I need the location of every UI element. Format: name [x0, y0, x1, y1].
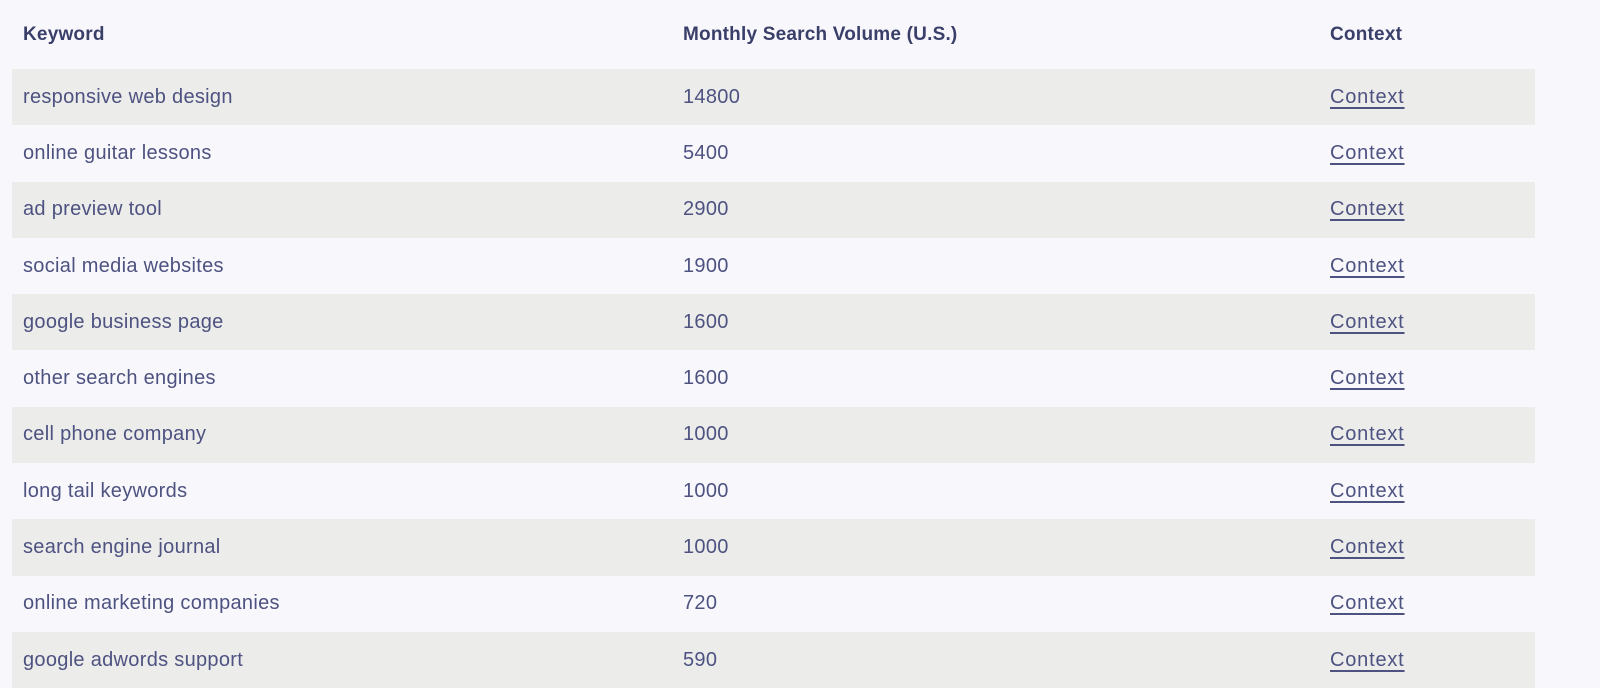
context-link[interactable]: Context [1330, 85, 1405, 108]
keyword-cell: cell phone company [23, 423, 207, 446]
context-link[interactable]: Context [1330, 648, 1405, 671]
keyword-cell: ad preview tool [23, 198, 163, 221]
table-body: responsive web design 14800 Context onli… [12, 69, 1535, 688]
column-header-keyword: Keyword [23, 23, 105, 45]
search-volume-cell: 720 [683, 592, 718, 615]
context-link[interactable]: Context [1330, 423, 1405, 446]
table-row: search engine journal 1000 Context [12, 519, 1535, 576]
keyword-cell: google adwords support [23, 648, 244, 671]
table-row: responsive web design 14800 Context [12, 69, 1535, 126]
context-link[interactable]: Context [1330, 198, 1405, 221]
table-row: long tail keywords 1000 Context [12, 463, 1535, 519]
table-header-row: Keyword Monthly Search Volume (U.S.) Con… [12, 0, 1535, 69]
table-row: google business page 1600 Context [12, 294, 1535, 351]
table-row: social media websites 1900 Context [12, 238, 1535, 294]
column-header-context: Context [1330, 23, 1403, 45]
search-volume-cell: 1000 [683, 423, 729, 446]
keyword-cell: other search engines [23, 367, 216, 390]
context-link[interactable]: Context [1330, 479, 1405, 502]
table-row: cell phone company 1000 Context [12, 406, 1535, 464]
context-link[interactable]: Context [1330, 310, 1405, 333]
search-volume-cell: 1600 [683, 367, 729, 390]
keyword-cell: online marketing companies [23, 592, 280, 615]
search-volume-cell: 1000 [683, 479, 729, 502]
table-row: ad preview tool 2900 Context [12, 181, 1535, 238]
keyword-table: Keyword Monthly Search Volume (U.S.) Con… [12, 0, 1535, 688]
keyword-cell: social media websites [23, 254, 224, 277]
table-row: online guitar lessons 5400 Context [12, 125, 1535, 181]
search-volume-cell: 14800 [683, 85, 741, 108]
context-link[interactable]: Context [1330, 254, 1405, 277]
context-link[interactable]: Context [1330, 536, 1405, 559]
search-volume-cell: 1000 [683, 536, 729, 559]
keyword-cell: online guitar lessons [23, 141, 212, 164]
context-link[interactable]: Context [1330, 592, 1405, 615]
keyword-cell: google business page [23, 310, 224, 333]
search-volume-cell: 590 [683, 648, 718, 671]
context-link[interactable]: Context [1330, 367, 1405, 390]
search-volume-cell: 1600 [683, 310, 729, 333]
search-volume-cell: 2900 [683, 198, 729, 221]
table-row: online marketing companies 720 Context [12, 576, 1535, 632]
keyword-cell: search engine journal [23, 536, 221, 559]
keyword-cell: responsive web design [23, 85, 233, 108]
keyword-cell: long tail keywords [23, 479, 188, 502]
search-volume-cell: 1900 [683, 254, 729, 277]
table-row: google adwords support 590 Context [12, 631, 1535, 688]
column-header-search-volume: Monthly Search Volume (U.S.) [683, 23, 958, 45]
context-link[interactable]: Context [1330, 141, 1405, 164]
table-row: other search engines 1600 Context [12, 350, 1535, 406]
search-volume-cell: 5400 [683, 141, 729, 164]
